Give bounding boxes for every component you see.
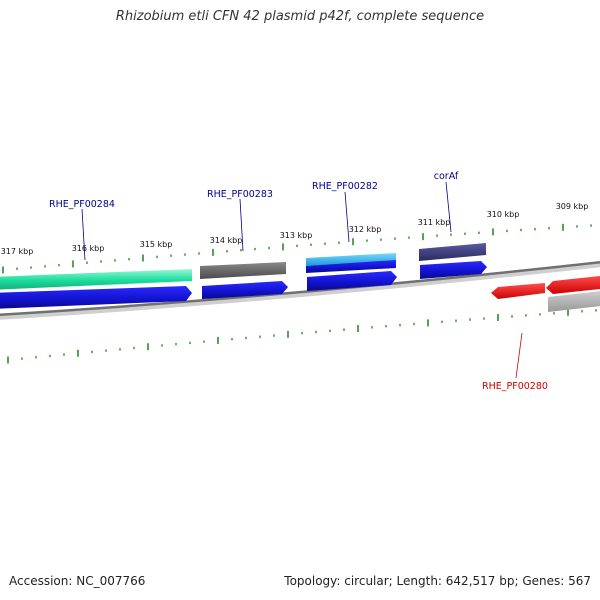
cds-lightgray-feature[interactable] <box>548 290 600 312</box>
cds-blue-arrow-2[interactable] <box>202 281 288 299</box>
plasmid-backbone-line <box>0 260 600 317</box>
accession-text: Accession: NC_007766 <box>9 574 146 588</box>
svg-text:RHE_PF00284: RHE_PF00284 <box>49 199 115 210</box>
gene-label-rhe-pf00284[interactable]: RHE_PF00284 <box>49 199 115 261</box>
axis-label-311: 311 kbp <box>418 218 451 227</box>
plasmid-backbone <box>0 261 600 320</box>
svg-text:RHE_PF00282: RHE_PF00282 <box>312 181 378 192</box>
gene-label-rhe-pf00283[interactable]: RHE_PF00283 <box>207 189 273 252</box>
cds-blue-arrow-3[interactable] <box>307 271 397 291</box>
sequence-summary-text: Topology: circular; Length: 642,517 bp; … <box>284 574 591 588</box>
cds-green-feature[interactable] <box>0 269 192 290</box>
gene-label-rhe-pf00280[interactable]: RHE_PF00280 <box>482 332 548 392</box>
svg-text:corAf: corAf <box>434 171 459 182</box>
cds-gray-feature[interactable] <box>200 262 286 279</box>
outer-tick-track <box>2 223 592 274</box>
svg-text:RHE_PF00280: RHE_PF00280 <box>482 381 548 392</box>
axis-label-316: 316 kbp <box>72 244 105 253</box>
gene-label-coraf[interactable]: corAf <box>434 171 459 233</box>
gene-label-rhe-pf00282[interactable]: RHE_PF00282 <box>312 181 378 243</box>
axis-labels: 317 kbp 316 kbp 315 kbp 314 kbp 313 kbp … <box>1 202 589 256</box>
cds-blue-arrow-4[interactable] <box>420 261 487 279</box>
axis-label-309: 309 kbp <box>556 202 589 211</box>
cds-blue-arrow-1[interactable] <box>0 286 192 309</box>
cds-purple-feature[interactable] <box>419 243 486 261</box>
axis-label-314: 314 kbp <box>210 236 243 245</box>
axis-label-313: 313 kbp <box>280 231 313 240</box>
cds-red-arrow-1[interactable] <box>491 283 545 299</box>
axis-label-315: 315 kbp <box>140 240 173 249</box>
inner-tick-track <box>7 308 597 364</box>
axis-label-310: 310 kbp <box>487 210 520 219</box>
axis-label-317: 317 kbp <box>1 247 34 256</box>
cds-blue-small-feature[interactable] <box>306 260 396 273</box>
cds-cyan-feature[interactable] <box>306 253 396 266</box>
axis-label-312: 312 kbp <box>349 225 382 234</box>
cds-red-arrow-2[interactable] <box>546 275 600 294</box>
map-title: Rhizobium etli CFN 42 plasmid p42f, comp… <box>115 9 485 24</box>
svg-text:RHE_PF00283: RHE_PF00283 <box>207 189 273 200</box>
